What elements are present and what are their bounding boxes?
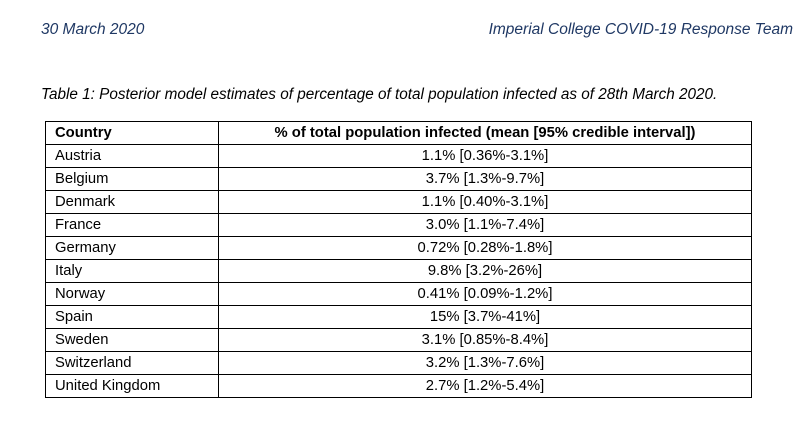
- estimate-cell: 2.7% [1.2%-5.4%]: [218, 374, 752, 398]
- country-cell: Switzerland: [45, 351, 219, 375]
- infection-estimates-table: Country % of total population infected (…: [45, 121, 752, 398]
- country-cell: Austria: [45, 144, 219, 168]
- estimate-cell: 3.1% [0.85%-8.4%]: [218, 328, 752, 352]
- table-header-row: Country % of total population infected (…: [45, 121, 752, 145]
- table-row: Denmark 1.1% [0.40%-3.1%]: [45, 190, 752, 214]
- estimate-cell: 3.0% [1.1%-7.4%]: [218, 213, 752, 237]
- estimate-cell: 1.1% [0.40%-3.1%]: [218, 190, 752, 214]
- table-row: Italy 9.8% [3.2%-26%]: [45, 259, 752, 283]
- country-cell: United Kingdom: [45, 374, 219, 398]
- table-caption: Table 1: Posterior model estimates of pe…: [41, 86, 718, 103]
- table-row: Germany 0.72% [0.28%-1.8%]: [45, 236, 752, 260]
- estimate-cell: 3.7% [1.3%-9.7%]: [218, 167, 752, 191]
- header-date: 30 March 2020: [41, 21, 145, 38]
- table-row: Switzerland 3.2% [1.3%-7.6%]: [45, 351, 752, 375]
- estimate-cell: 3.2% [1.3%-7.6%]: [218, 351, 752, 375]
- table-row: Norway 0.41% [0.09%-1.2%]: [45, 282, 752, 306]
- country-cell: Sweden: [45, 328, 219, 352]
- header-team: Imperial College COVID-19 Response Team: [488, 21, 793, 38]
- table-row: Austria 1.1% [0.36%-3.1%]: [45, 144, 752, 168]
- table-row: Sweden 3.1% [0.85%-8.4%]: [45, 328, 752, 352]
- table-row: United Kingdom 2.7% [1.2%-5.4%]: [45, 374, 752, 398]
- table-row: France 3.0% [1.1%-7.4%]: [45, 213, 752, 237]
- country-cell: Denmark: [45, 190, 219, 214]
- estimate-cell: 9.8% [3.2%-26%]: [218, 259, 752, 283]
- estimate-cell: 0.72% [0.28%-1.8%]: [218, 236, 752, 260]
- country-cell: France: [45, 213, 219, 237]
- country-cell: Italy: [45, 259, 219, 283]
- column-header-percent-infected: % of total population infected (mean [95…: [218, 121, 752, 145]
- column-header-country: Country: [45, 121, 219, 145]
- table-row: Belgium 3.7% [1.3%-9.7%]: [45, 167, 752, 191]
- table-row: Spain 15% [3.7%-41%]: [45, 305, 752, 329]
- country-cell: Germany: [45, 236, 219, 260]
- country-cell: Norway: [45, 282, 219, 306]
- estimate-cell: 1.1% [0.36%-3.1%]: [218, 144, 752, 168]
- estimate-cell: 15% [3.7%-41%]: [218, 305, 752, 329]
- country-cell: Spain: [45, 305, 219, 329]
- estimate-cell: 0.41% [0.09%-1.2%]: [218, 282, 752, 306]
- country-cell: Belgium: [45, 167, 219, 191]
